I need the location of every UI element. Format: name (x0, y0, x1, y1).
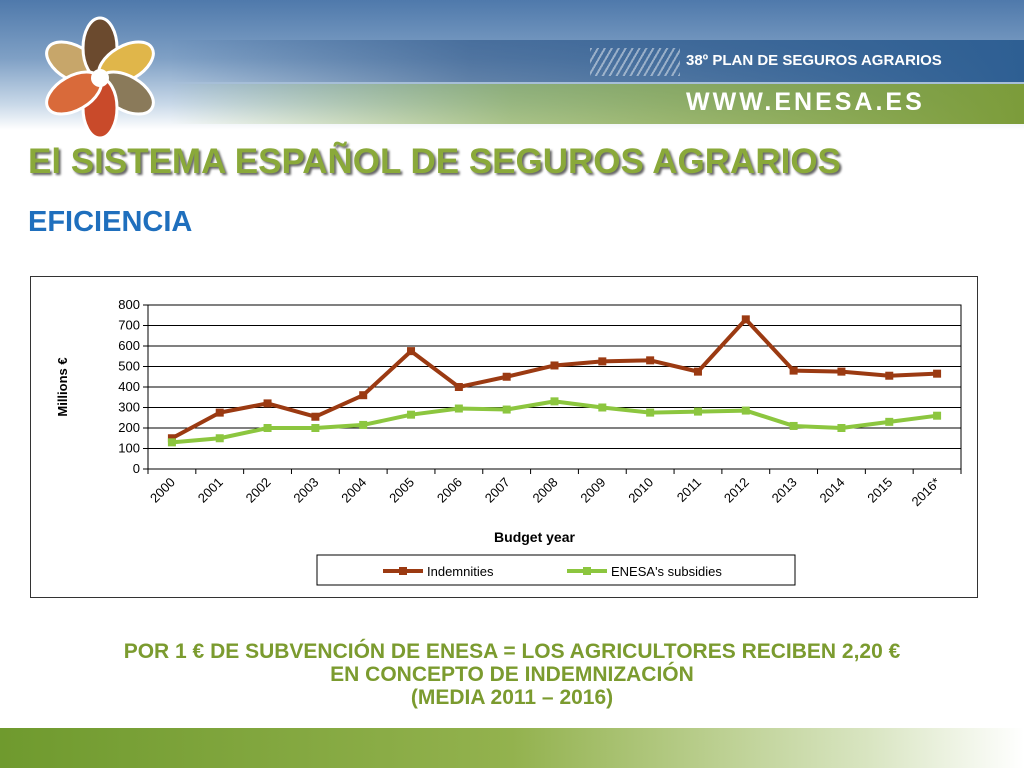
data-point (454, 404, 463, 413)
footer-line-2: EN CONCEPTO DE INDEMNIZACIÓN (330, 663, 694, 686)
data-point (454, 383, 463, 391)
data-point (502, 372, 511, 381)
x-tick-label: 2013 (769, 475, 800, 506)
legend-swatch-marker (583, 567, 591, 575)
legend-label: Indemnities (427, 564, 494, 579)
y-tick-label: 0 (133, 461, 140, 476)
y-tick-label: 100 (118, 441, 140, 456)
x-tick-label: 2010 (625, 475, 656, 506)
x-tick-label: 2001 (195, 475, 226, 506)
header-blue-stripe (170, 40, 1024, 82)
data-point (215, 408, 224, 417)
data-point (359, 420, 368, 429)
data-point (693, 367, 702, 376)
series-line-0 (170, 317, 938, 441)
x-tick-label: 2014 (817, 475, 848, 506)
data-point (933, 369, 942, 378)
y-tick-label: 800 (118, 297, 140, 312)
data-point (502, 405, 511, 414)
chart-frame: 0 100 200 300 400 500 600 700 800 2000 2001 2002 200… (30, 276, 978, 598)
x-tick-label: 2006 (434, 475, 465, 506)
line-chart: 0 100 200 300 400 500 600 700 800 2000 2001 2002 200… (55, 297, 962, 586)
x-tick-label: 2004 (338, 475, 369, 506)
footer-band (0, 728, 1024, 768)
website-label: WWW.ENESA.ES (686, 88, 925, 116)
page-title: El SISTEMA ESPAÑOL DE SEGUROS AGRARIOS (28, 142, 841, 181)
legend-swatch-marker (399, 567, 407, 575)
y-tick-label: 600 (118, 338, 140, 353)
data-point (263, 399, 272, 408)
data-point (263, 424, 272, 432)
data-point (646, 408, 655, 417)
data-point (407, 410, 416, 419)
x-tick-label: 2012 (721, 475, 752, 506)
plan-label: 38º PLAN DE SEGUROS AGRARIOS (686, 52, 942, 69)
data-point (885, 371, 894, 380)
header-hatch-pattern (590, 48, 680, 76)
data-point (167, 434, 176, 443)
y-axis-title: Millions € (55, 357, 70, 416)
x-tick-label: 2002 (243, 475, 274, 506)
y-tick-label: 200 (118, 420, 140, 435)
data-point (646, 356, 655, 365)
footer-statement: POR 1 € DE SUBVENCIÓN DE ENESA = LOS AGR… (0, 640, 1024, 709)
y-tick-label: 300 (118, 400, 140, 415)
x-tick-label: 2011 (674, 475, 704, 505)
data-point (167, 438, 176, 447)
enesa-flower-logo-icon (20, 12, 185, 142)
data-point (741, 406, 750, 415)
page-subtitle: EFICIENCIA (28, 206, 193, 238)
data-point (885, 417, 894, 426)
x-tick-label: 2000 (147, 475, 178, 506)
data-point (741, 315, 750, 324)
footer-line-3: (MEDIA 2011 – 2016) (410, 686, 614, 709)
data-point (550, 361, 559, 370)
y-tick-label: 400 (118, 379, 140, 394)
data-point (359, 391, 368, 400)
x-axis-title: Budget year (494, 529, 575, 545)
data-point (598, 403, 607, 412)
footer-line-1: POR 1 € DE SUBVENCIÓN DE ENESA = LOS AGR… (123, 640, 901, 663)
data-point (933, 411, 942, 420)
data-point (837, 424, 846, 432)
x-tick-label: 2015 (864, 475, 895, 506)
data-point (693, 407, 702, 416)
x-tick-label: 2009 (577, 475, 608, 506)
y-tick-label: 700 (118, 318, 140, 333)
legend-label: ENESA's subsidies (611, 564, 722, 579)
x-tick-label: 2007 (482, 475, 513, 506)
data-point (550, 397, 559, 406)
data-point (215, 434, 224, 443)
data-point (789, 366, 798, 375)
header-green-stripe (170, 84, 1024, 124)
data-point (837, 367, 846, 376)
data-point (789, 421, 798, 430)
data-point (311, 412, 320, 421)
x-tick-label: 2016* (909, 475, 944, 510)
data-point (407, 347, 416, 356)
x-tick-label: 2005 (386, 475, 417, 506)
x-tick-label: 2003 (290, 475, 321, 506)
data-point (311, 424, 320, 432)
x-tick-label: 2008 (530, 475, 561, 506)
y-tick-label: 500 (118, 359, 140, 374)
data-point (598, 357, 607, 366)
